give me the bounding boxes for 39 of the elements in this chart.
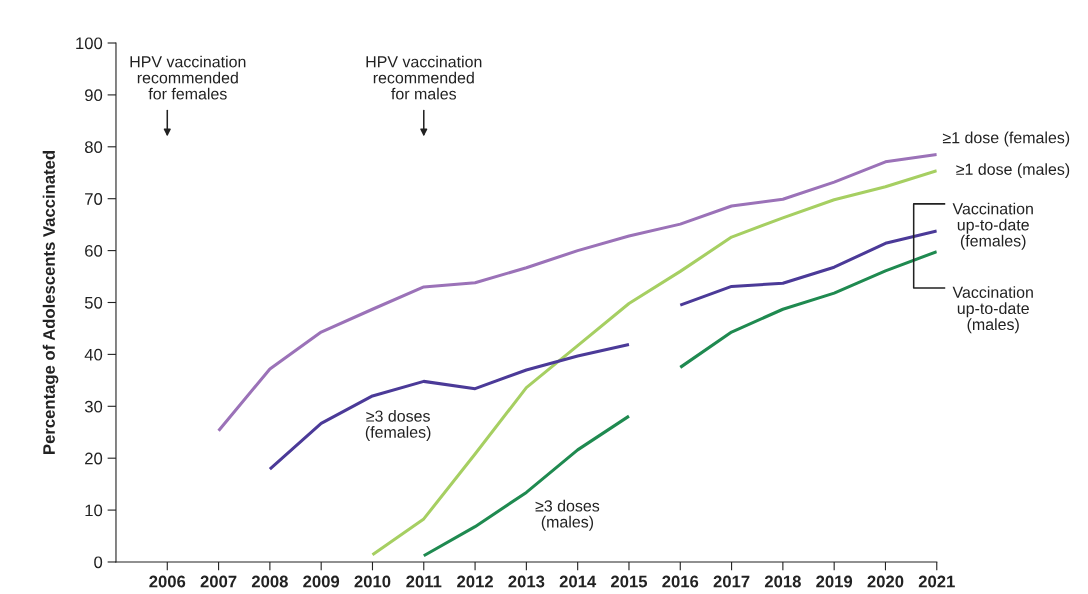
y-tick-label: 60	[85, 245, 103, 257]
x-tick-label: 2020	[867, 575, 904, 588]
x-tick-label: 2019	[816, 575, 853, 588]
y-tick-label: 70	[85, 193, 103, 205]
line-series	[268, 343, 631, 471]
x-tick-label: 2015	[611, 575, 648, 588]
annotation: HPV vaccination recommended for females	[130, 55, 246, 100]
x-tick-label: 2009	[303, 575, 340, 588]
y-tick-label: 20	[85, 452, 103, 465]
x-tick-label: 2021	[918, 575, 955, 588]
y-tick-label: 90	[85, 89, 103, 102]
line-series	[678, 250, 937, 369]
x-tick-label: 2007	[200, 575, 237, 588]
y-tick-label: 100	[76, 37, 103, 50]
series-label: Vaccination up-to-date (females)	[952, 202, 1033, 250]
y-axis-title: Percentage of Adolescents Vaccinated	[42, 151, 59, 454]
y-tick-label: 30	[84, 400, 103, 413]
x-tick-label: 2018	[764, 575, 801, 588]
y-tick-label: 40	[84, 348, 103, 361]
x-tick-label: 2011	[406, 575, 442, 588]
series-label: ≥1 dose (males)	[956, 163, 1070, 179]
line-series	[678, 229, 937, 307]
series-label: ≥3 doses (females)	[365, 410, 431, 441]
y-tick-label: 10	[85, 504, 103, 517]
series-label: ≥3 doses (males)	[535, 499, 600, 531]
x-tick-label: 2010	[354, 575, 391, 588]
x-tick-label: 2008	[251, 575, 288, 588]
x-tick-label: 2014	[559, 575, 597, 588]
x-tick-label: 2006	[149, 575, 186, 588]
annotation: HPV vaccination recommended for males	[366, 55, 482, 100]
y-tick-label: 0	[94, 556, 103, 569]
series-label: ≥1 dose (females)	[942, 131, 1070, 147]
y-tick-label: 80	[84, 141, 103, 153]
y-tick-label: 50	[84, 296, 103, 309]
x-tick-label: 2016	[662, 575, 699, 588]
x-tick-label: 2017	[713, 575, 750, 588]
x-tick-label: 2012	[457, 575, 493, 588]
text: Vaccination up-to-date (males)	[952, 286, 1033, 334]
x-tick-label: 2013	[508, 575, 545, 588]
